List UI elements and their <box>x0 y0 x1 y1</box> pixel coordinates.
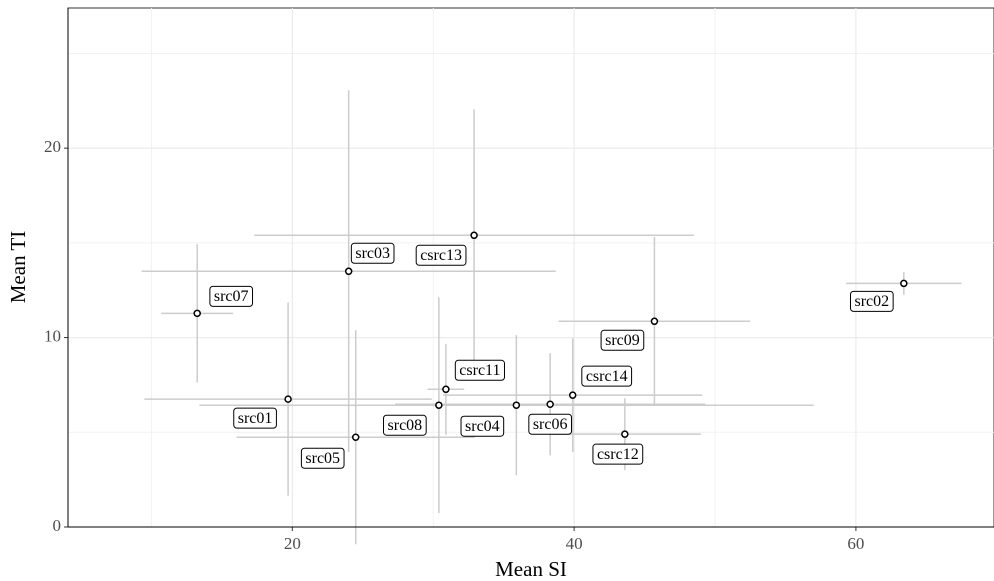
x-tick-label: 20 <box>284 534 301 553</box>
label-box <box>300 447 345 469</box>
label-text: src07 <box>214 288 249 305</box>
label-text: src02 <box>854 293 889 310</box>
point <box>470 231 478 240</box>
label-box <box>233 407 277 429</box>
label-text: src05 <box>305 450 340 467</box>
label-box <box>600 329 645 351</box>
point-label: src06 <box>528 413 572 435</box>
point-label: src09 <box>600 329 645 351</box>
label-text: src06 <box>533 416 568 433</box>
point-label: csrc14 <box>581 365 633 387</box>
point-label: csrc13 <box>415 244 467 266</box>
x-tick-label: 60 <box>847 534 864 553</box>
point-label: src03 <box>350 242 395 264</box>
label-box <box>209 285 254 307</box>
point <box>546 400 554 409</box>
y-axis-title: Mean TI <box>6 231 30 304</box>
point-label: src07 <box>209 285 254 307</box>
label-box <box>581 365 633 387</box>
point <box>512 401 521 409</box>
label-box <box>528 413 572 435</box>
label-text: csrc13 <box>420 247 462 264</box>
label-box <box>350 242 395 264</box>
point-label: src08 <box>383 414 427 436</box>
y-tick-label: 0 <box>53 516 62 535</box>
point <box>650 317 659 326</box>
point-label: src04 <box>460 415 505 437</box>
label-text: src04 <box>465 418 500 435</box>
point <box>351 433 360 441</box>
label-text: src09 <box>605 332 640 349</box>
y-tick-label: 10 <box>44 326 61 345</box>
point-label: src02 <box>849 290 894 312</box>
label-box <box>460 415 505 437</box>
x-tick-label: 40 <box>566 534 583 553</box>
point <box>442 385 450 394</box>
point-label: src05 <box>300 447 345 469</box>
point <box>284 395 292 403</box>
point-label: csrc11 <box>454 359 505 381</box>
y-tick-label: 20 <box>44 137 61 156</box>
x-axis-title: Mean SI <box>495 557 567 581</box>
label-box <box>849 290 894 312</box>
point <box>344 267 353 276</box>
label-text: src03 <box>355 245 390 262</box>
label-box <box>383 414 427 436</box>
point <box>435 401 443 409</box>
label-box <box>592 443 644 465</box>
label-text: csrc11 <box>459 362 500 379</box>
label-text: csrc12 <box>597 446 639 463</box>
label-box <box>454 359 505 381</box>
label-text: src08 <box>388 417 423 434</box>
label-text: src01 <box>238 410 273 427</box>
point <box>193 309 201 318</box>
point-label: src01 <box>233 407 277 429</box>
point-label: csrc12 <box>592 443 644 465</box>
label-box <box>415 244 467 266</box>
plot-background <box>67 7 994 528</box>
point <box>568 391 577 399</box>
point <box>621 430 629 438</box>
point <box>900 279 908 288</box>
label-text: csrc14 <box>586 368 628 385</box>
